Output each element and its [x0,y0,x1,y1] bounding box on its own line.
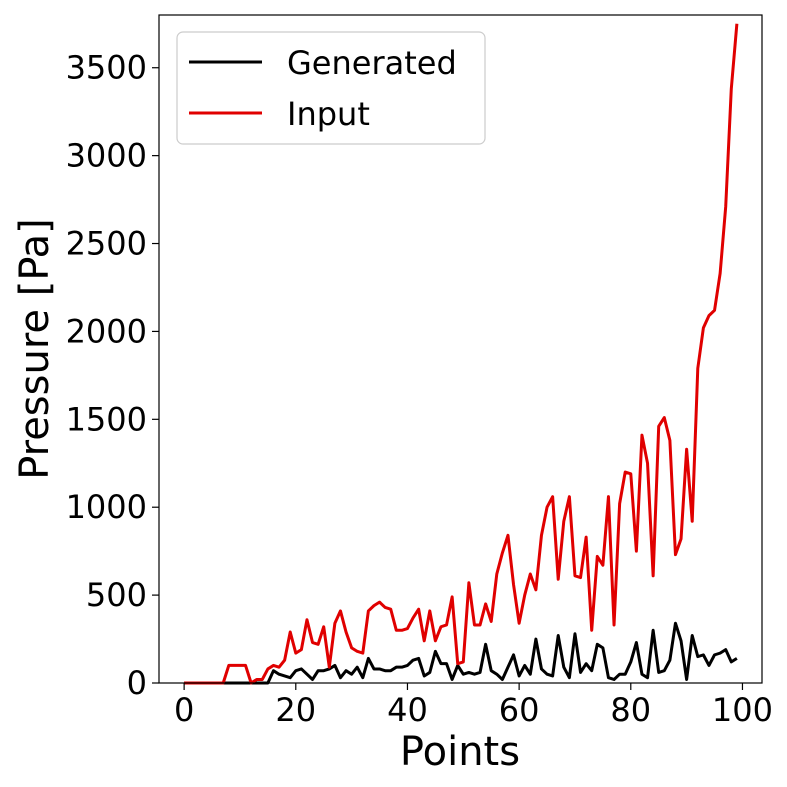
y-axis-ticks: 0 500 1000 1500 2000 2500 3000 3500 [66,49,159,702]
series-layer [184,23,739,685]
x-tick-label: 80 [610,691,651,729]
y-axis-label: Pressure [Pa] [12,218,58,480]
x-tick-label: 40 [387,691,428,729]
series-line-generated [184,621,738,685]
x-tick-label: 100 [712,691,773,729]
x-axis-label: Points [400,729,520,775]
legend-label-generated: Generated [287,44,457,82]
x-tick-label: 20 [275,691,316,729]
y-tick-label: 3500 [66,49,147,87]
y-tick-label: 1000 [66,488,147,526]
y-tick-label: 2000 [66,312,147,350]
y-tick-label: 500 [86,576,147,614]
legend-box [176,31,486,145]
plot-frame [158,14,763,684]
y-tick-label: 3000 [66,137,147,175]
x-tick-label: 0 [174,691,194,729]
legend: Generated Input [176,31,486,145]
series-line-input [184,23,739,685]
y-tick-label: 2500 [66,225,147,263]
y-tick-label: 1500 [66,400,147,438]
x-axis-ticks: 0 20 40 60 80 100 [174,683,773,729]
x-tick-label: 60 [499,691,540,729]
y-tick-label: 0 [127,664,147,702]
legend-label-input: Input [287,95,370,133]
